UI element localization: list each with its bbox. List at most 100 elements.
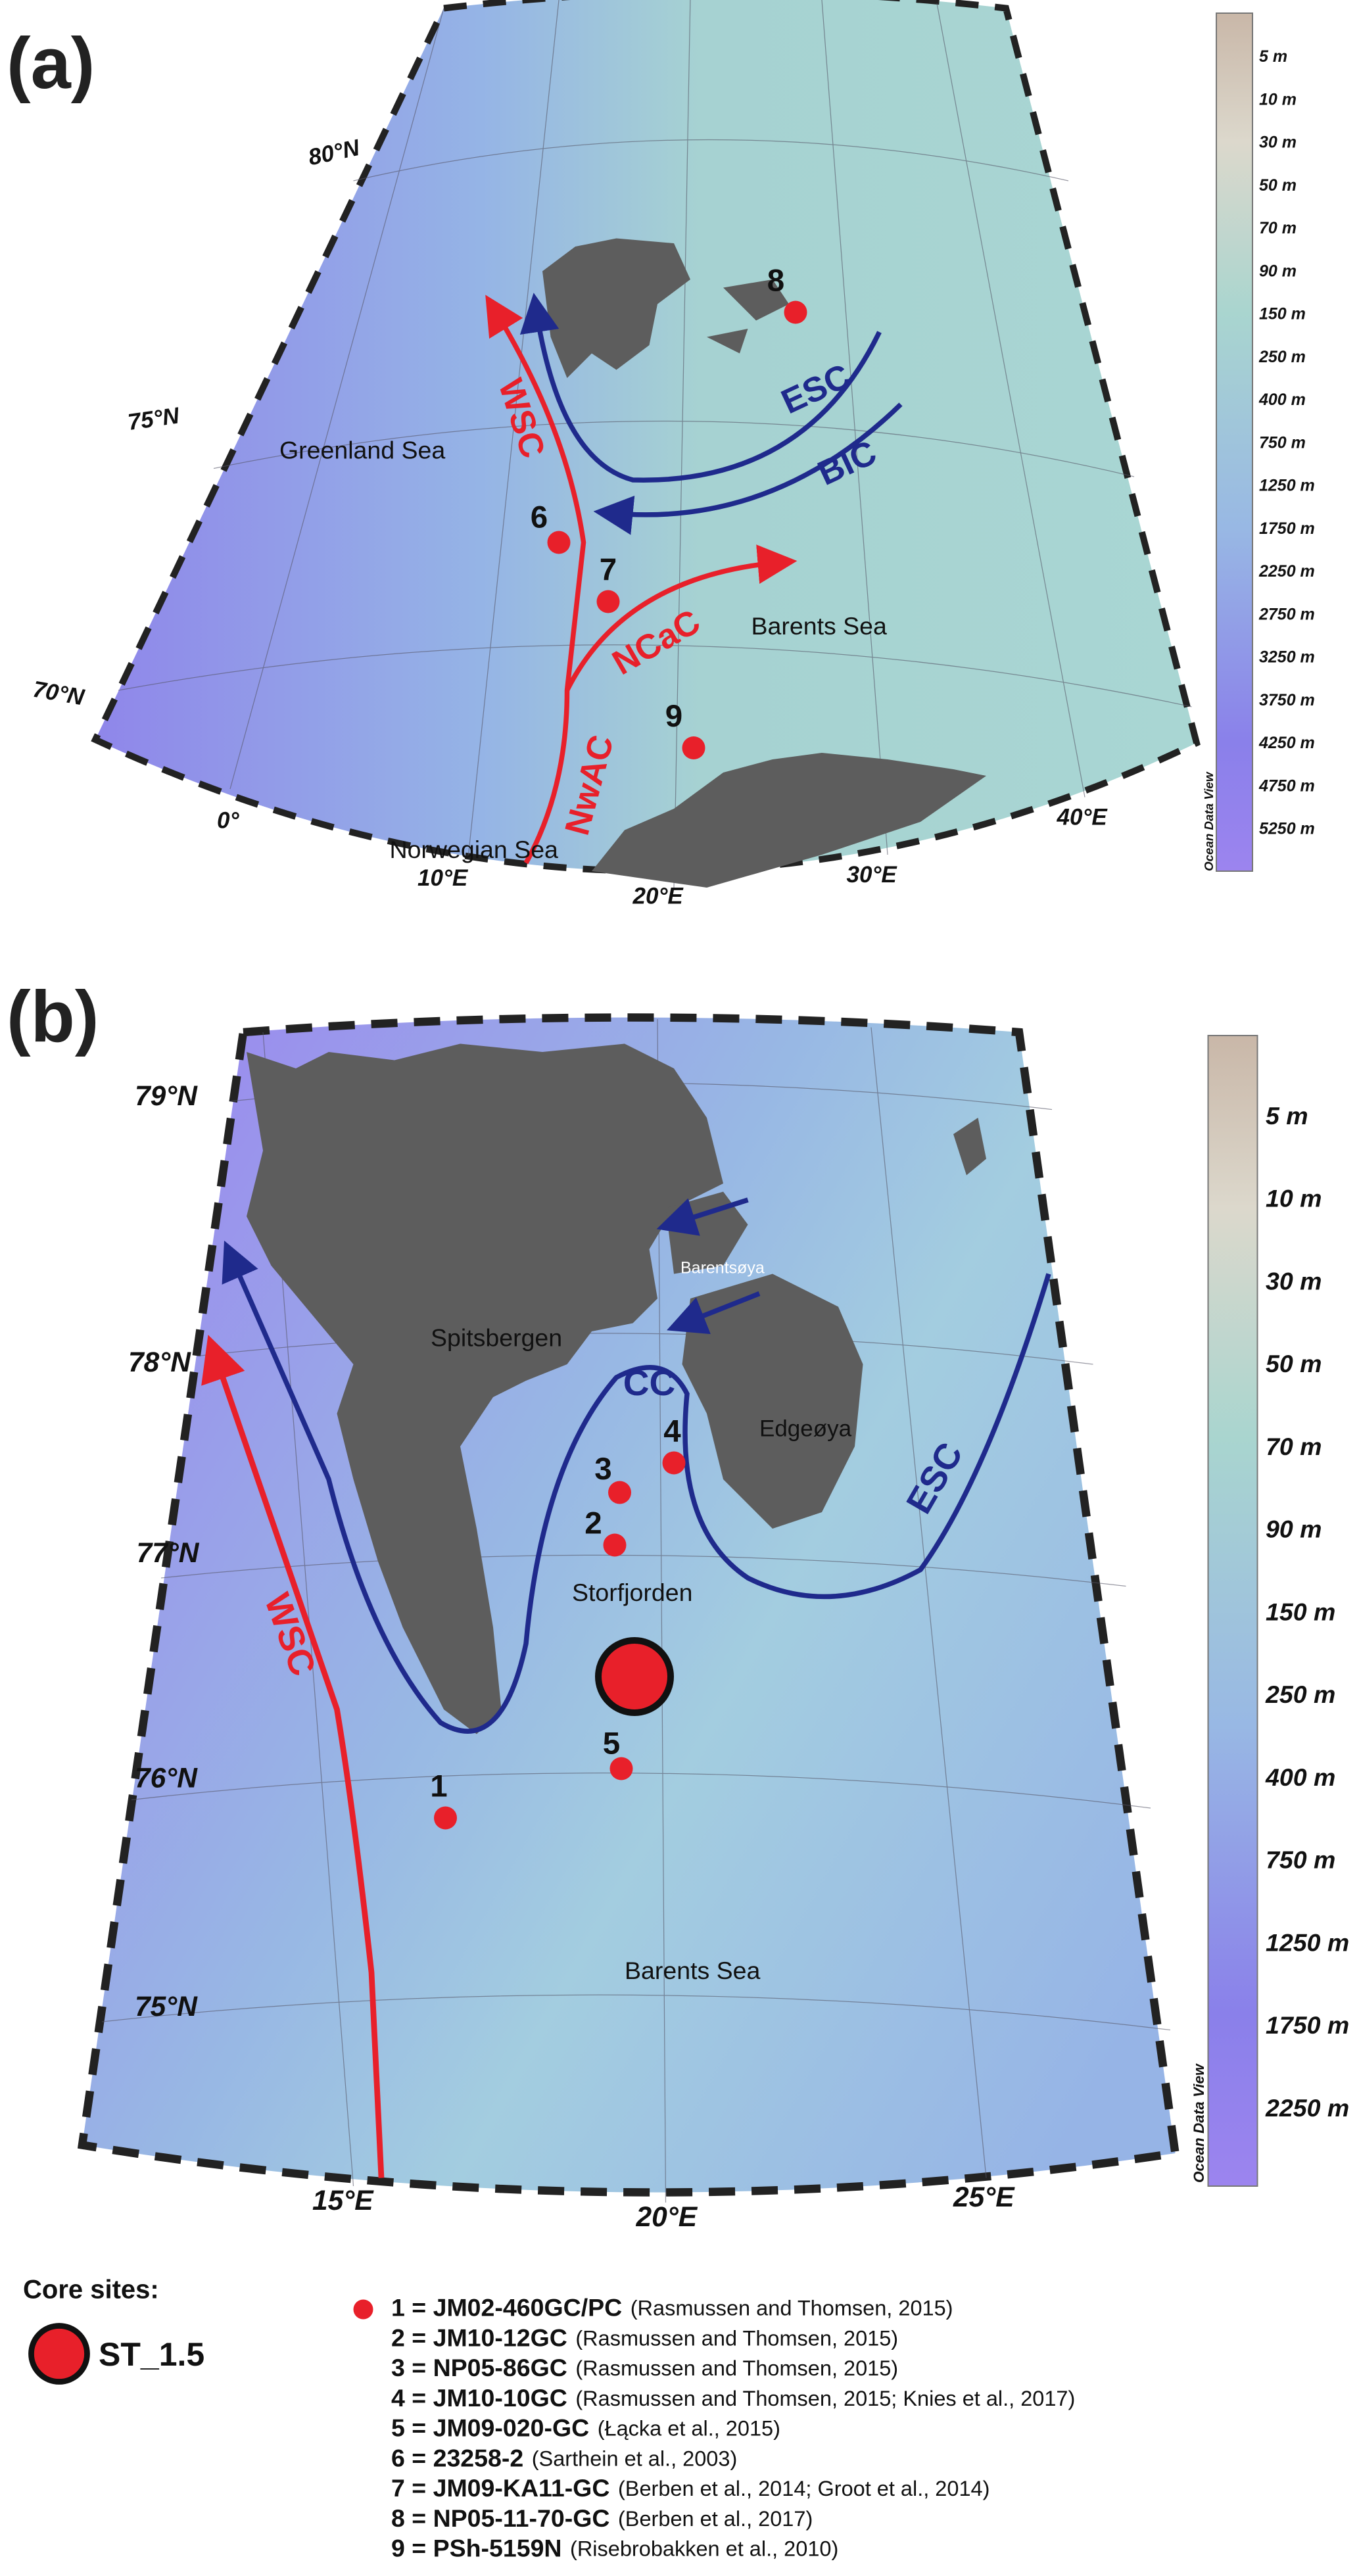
colorbar-label: 400 m	[1265, 1763, 1335, 1791]
legend-entry: 1 = JM02-460GC/PC (Rasmussen and Thomsen,…	[391, 2293, 953, 2321]
current-path	[656, 1197, 749, 1236]
legend-entry: 8 = NP05-11-70-GC (Berben et al., 2017)	[391, 2504, 813, 2532]
legend-entry: 3 = NP05-86GC (Rasmussen and Thomsen, 201…	[391, 2354, 898, 2381]
lon-label: 40°E	[1057, 804, 1109, 830]
colorbar-label: 750 m	[1266, 1846, 1335, 1874]
lon-label: 15°E	[312, 2185, 374, 2216]
site-number: 1	[430, 1769, 447, 1804]
colorbar-label: 400 m	[1258, 391, 1306, 409]
colorbar-label: 1250 m	[1259, 477, 1315, 495]
colorbar-credit: Ocean Data View	[1191, 2063, 1207, 2183]
lon-label: 10°E	[417, 865, 469, 891]
colorbar-label: 50 m	[1266, 1350, 1322, 1377]
site-marker	[682, 736, 705, 759]
legend-code: 2 = JM10-12GC	[391, 2324, 567, 2351]
colorbar-label: 90 m	[1259, 262, 1297, 280]
current-path	[519, 293, 882, 483]
colorbar-label: 70 m	[1259, 219, 1297, 237]
colorbar-label: 4250 m	[1258, 734, 1315, 752]
colorbar-label: 1250 m	[1266, 1928, 1349, 1956]
colorbar-label: 2250 m	[1265, 2094, 1349, 2122]
lon-label: 0°	[217, 807, 239, 833]
site-marker	[662, 1451, 686, 1475]
colorbar-label: 150 m	[1259, 305, 1306, 323]
place-label: Greenland Sea	[279, 436, 445, 464]
colorbar-label: 10 m	[1266, 1185, 1322, 1212]
place-label: Barentsøya	[680, 1259, 765, 1277]
land	[247, 1043, 723, 1734]
legend-ref: (Rasmussen and Thomsen, 2015; Knies et a…	[575, 2386, 1075, 2410]
lat-label: 70°N	[31, 677, 87, 711]
land	[592, 753, 986, 888]
lon-label: 20°E	[632, 883, 684, 909]
legend-site-marker	[353, 2299, 373, 2320]
legend-code: 6 = 23258-2	[391, 2444, 523, 2471]
colorbar-label: 5250 m	[1259, 820, 1315, 838]
land	[542, 238, 789, 379]
legend-ref: (Sarthein et al., 2003)	[532, 2446, 738, 2470]
colorbar-label: 5 m	[1259, 47, 1287, 66]
legend-entry: 5 = JM09-020-GC (Łącka et al., 2015)	[391, 2414, 780, 2441]
colorbar-label: 30 m	[1266, 1267, 1322, 1295]
legend-ref: (Rasmussen and Thomsen, 2015)	[575, 2356, 898, 2380]
legend-code: 8 = NP05-11-70-GC	[391, 2504, 609, 2532]
colorbar-label: 90 m	[1266, 1515, 1322, 1543]
place-label: Norwegian Sea	[390, 836, 559, 863]
ocean	[91, 0, 1201, 874]
lat-label: 80°N	[306, 135, 362, 171]
current-path	[667, 1291, 761, 1335]
colorbar-label: 250 m	[1258, 348, 1306, 366]
legend-ref: (Rasmussen and Thomsen, 2015)	[631, 2296, 953, 2320]
colorbar-label: 1750 m	[1266, 2011, 1349, 2039]
land	[665, 1118, 986, 1529]
site-number: 9	[665, 699, 682, 734]
main-site-marker	[595, 1637, 675, 1717]
site-marker	[609, 1757, 633, 1780]
colorbar-label: 150 m	[1266, 1598, 1335, 1625]
legend-code: 9 = PSh-5159N	[391, 2534, 562, 2562]
colorbar-credit: Ocean Data View	[1202, 771, 1216, 871]
colorbar	[1216, 12, 1254, 872]
colorbar-label: 10 m	[1259, 90, 1297, 108]
panel-label: (b)	[7, 976, 99, 1057]
colorbar-label: 3750 m	[1259, 691, 1315, 709]
lon-label: 25°E	[953, 2182, 1015, 2213]
site-marker	[434, 1806, 457, 1830]
current-label: CC	[623, 1362, 675, 1403]
colorbar-label: 5 m	[1266, 1102, 1308, 1130]
site-number: 4	[663, 1414, 681, 1449]
current-path	[485, 295, 586, 865]
colorbar-label: 1750 m	[1259, 519, 1315, 538]
legend-entry: 9 = PSh-5159N (Risebrobakken et al., 2010…	[391, 2534, 838, 2562]
legend-ref: (Risebrobakken et al., 2010)	[570, 2537, 838, 2560]
site-number: 3	[594, 1452, 611, 1487]
legend-entry: 4 = JM10-10GC (Rasmussen and Thomsen, 201…	[391, 2384, 1075, 2412]
colorbar-label: 50 m	[1259, 176, 1297, 195]
colorbar-label: 2750 m	[1258, 605, 1315, 623]
colorbar-label: 2250 m	[1258, 562, 1315, 581]
legend-code: 5 = JM09-020-GC	[391, 2414, 589, 2441]
legend-code: 1 = JM02-460GC/PC	[391, 2293, 622, 2321]
legend-ref: (Berben et al., 2014; Groot et al., 2014…	[618, 2477, 989, 2500]
colorbar-label: 4750 m	[1258, 776, 1315, 795]
legend-main-marker	[28, 2323, 90, 2385]
legend-main-label: ST_1.5	[99, 2336, 204, 2373]
colorbar-label: 250 m	[1265, 1681, 1335, 1708]
lat-label: 79°N	[135, 1081, 198, 1112]
legend-code: 4 = JM10-10GC	[391, 2384, 567, 2412]
site-number: 2	[584, 1506, 602, 1541]
legend-code: 7 = JM09-KA11-GC	[391, 2474, 609, 2502]
current-path	[222, 1240, 1051, 1734]
legend-code: 3 = NP05-86GC	[391, 2354, 567, 2381]
lat-label: 78°N	[128, 1347, 191, 1378]
site-number: 8	[767, 264, 784, 298]
site-number: 5	[603, 1727, 620, 1761]
site-number: 6	[531, 500, 548, 535]
place-label: Edgeøya	[759, 1416, 852, 1441]
colorbar-label: 750 m	[1259, 433, 1306, 452]
graticule	[118, 0, 1192, 888]
lon-label: 30°E	[847, 862, 898, 888]
colorbar-label: 3250 m	[1259, 648, 1315, 667]
